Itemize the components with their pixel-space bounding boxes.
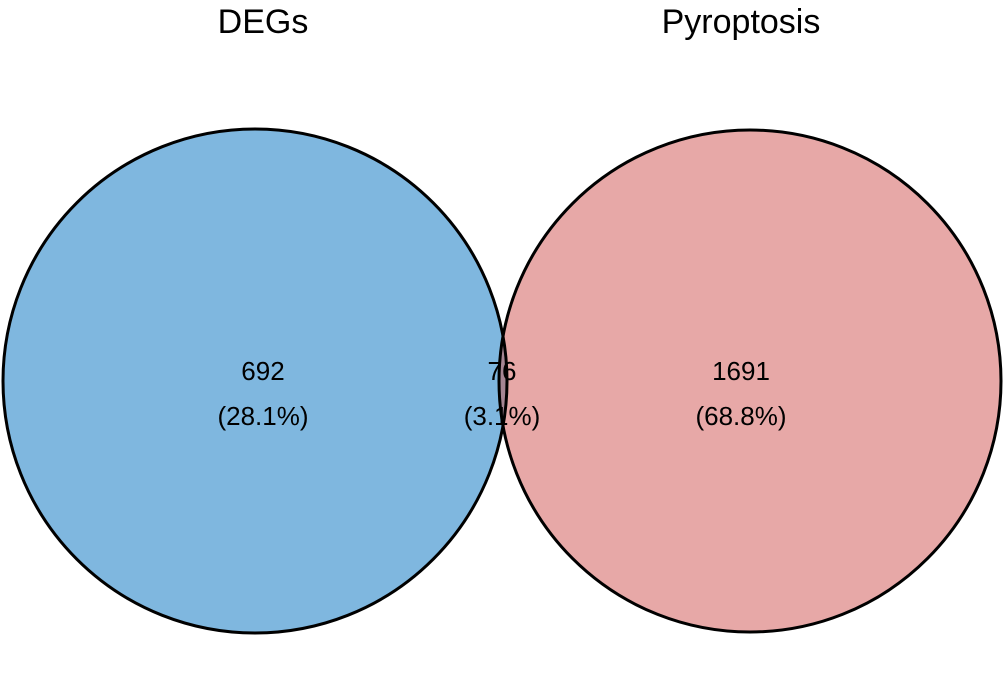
right-only-percent: (68.8%) — [695, 401, 786, 431]
left-only-count: 692 — [241, 356, 284, 386]
pyroptosis-outline — [497, 128, 1003, 634]
pyroptosis-label: Pyroptosis — [662, 3, 821, 41]
intersection-percent: (3.1%) — [464, 401, 541, 431]
degs-label: DEGs — [218, 3, 309, 41]
right-only-count: 1691 — [712, 356, 770, 386]
left-only-percent: (28.1%) — [217, 401, 308, 431]
pyroptosis-circle — [499, 130, 1001, 632]
degs-outline — [1, 127, 509, 635]
intersection-count: 76 — [488, 356, 517, 386]
degs-circle — [3, 129, 507, 633]
